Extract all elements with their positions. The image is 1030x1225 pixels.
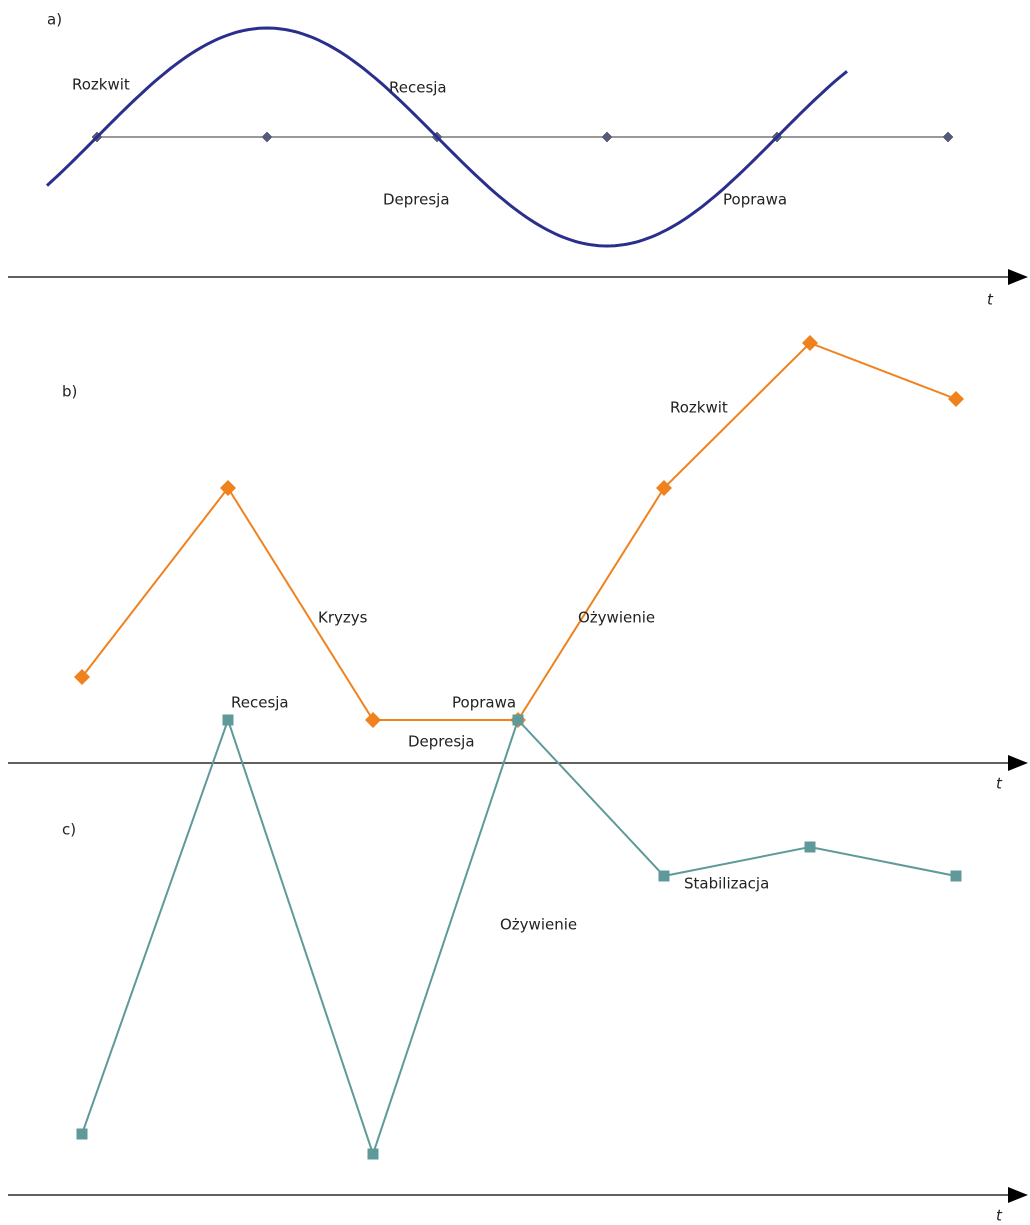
axis-label: t [996, 775, 1003, 793]
marker [942, 131, 954, 143]
phase-label: Recesja [231, 694, 289, 712]
phase-label: Ożywienie [500, 916, 577, 934]
phase-label: Poprawa [452, 694, 516, 712]
marker [656, 480, 672, 496]
marker [220, 480, 236, 496]
phase-label: Kryzys [318, 609, 368, 627]
panel-label: a) [47, 11, 62, 29]
phase-label: Depresja [383, 191, 450, 209]
cycle-markers [76, 714, 962, 1160]
marker [512, 714, 524, 726]
marker [802, 335, 818, 351]
phase-label: Poprawa [723, 191, 787, 209]
cycle-line [81, 716, 957, 1158]
marker [222, 714, 234, 726]
marker [367, 1148, 379, 1160]
panel-a: a) Rozkwit Recesja Depresja Poprawa t [8, 11, 1028, 309]
marker [950, 870, 962, 882]
marker [948, 391, 964, 407]
phase-label: Ożywienie [578, 609, 655, 627]
marker [365, 712, 381, 728]
cycle-curve [45, 26, 848, 248]
marker [74, 669, 90, 685]
phase-label: Recesja [389, 79, 447, 97]
marker [601, 131, 613, 143]
cycle-line [81, 341, 957, 721]
phase-label: Rozkwit [72, 76, 130, 94]
axis-label: t [996, 1207, 1003, 1225]
phase-label: Rozkwit [670, 399, 728, 417]
marker [658, 870, 670, 882]
marker [804, 841, 816, 853]
panel-c: c) Recesja Poprawa Ożywienie Stabilizacj… [8, 694, 1028, 1225]
panel-label: c) [62, 821, 76, 839]
marker [261, 131, 273, 143]
marker [76, 1128, 88, 1140]
cycle-markers [74, 335, 964, 728]
panel-label: b) [62, 383, 77, 401]
axis-label: t [987, 291, 994, 309]
phase-label: Depresja [408, 733, 475, 751]
phase-label: Stabilizacja [684, 875, 769, 893]
